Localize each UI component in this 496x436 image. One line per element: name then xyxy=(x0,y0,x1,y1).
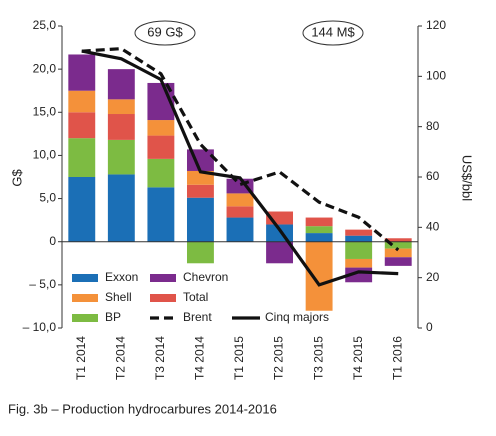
bar xyxy=(305,233,333,242)
legend-label: BP xyxy=(105,310,121,324)
x-tick-label: T2 2015 xyxy=(272,336,286,380)
bar xyxy=(147,135,175,159)
legend-swatch xyxy=(72,294,98,302)
bar xyxy=(147,158,175,188)
annotation-ellipse xyxy=(134,20,196,46)
y2-tick-label: 0 xyxy=(426,320,433,334)
annotation: 144 M$ xyxy=(311,24,355,39)
y-tick-label: 20,0 xyxy=(33,61,57,75)
x-tick-label: T3 2014 xyxy=(153,336,167,380)
bar xyxy=(345,229,373,236)
bar xyxy=(226,217,254,242)
legend-label: Cinq majors xyxy=(265,310,329,324)
bar xyxy=(68,90,96,113)
x-tick-label: T1 2014 xyxy=(74,336,88,380)
bar xyxy=(147,120,175,136)
y-tick-label: 5,0 xyxy=(39,191,56,205)
y-tick-label: 25,0 xyxy=(33,18,57,32)
legend-label: Shell xyxy=(105,290,132,304)
x-tick-label: T1 2015 xyxy=(232,336,246,380)
bar xyxy=(186,197,214,242)
y2-tick-label: 60 xyxy=(426,169,440,183)
bar xyxy=(68,54,96,91)
line xyxy=(81,47,400,252)
y2-tick-label: 80 xyxy=(426,119,440,133)
x-tick-label: T4 2014 xyxy=(193,336,207,380)
bar xyxy=(384,238,412,242)
bar xyxy=(384,248,412,258)
bar xyxy=(107,69,135,100)
y2-tick-label: 120 xyxy=(426,18,446,32)
bar xyxy=(345,258,373,268)
legend-label: Chevron xyxy=(183,270,228,284)
legend-label: Exxon xyxy=(105,270,138,284)
bar xyxy=(107,139,135,175)
legend-label: Brent xyxy=(183,310,212,324)
bar xyxy=(226,193,254,207)
bar xyxy=(68,112,96,139)
y2-tick-label: 100 xyxy=(426,69,446,83)
bar xyxy=(345,235,373,242)
bar xyxy=(384,257,412,266)
y2-tick-label: 20 xyxy=(426,270,440,284)
y2-tick-label: 40 xyxy=(426,220,440,234)
y-tick-label: – 5,0 xyxy=(29,277,56,291)
legend-swatch xyxy=(72,274,98,282)
y2-axis-label: US$/bbl xyxy=(460,155,475,201)
x-tick-label: T1 2016 xyxy=(390,336,404,380)
annotation-ellipse xyxy=(302,20,364,46)
bar xyxy=(107,99,135,115)
y-tick-label: 10,0 xyxy=(33,148,57,162)
x-tick-label: T2 2014 xyxy=(114,336,128,380)
legend-label: Total xyxy=(183,290,208,304)
bar xyxy=(305,241,333,311)
line xyxy=(81,49,399,287)
bar xyxy=(305,217,333,227)
x-tick-label: T4 2015 xyxy=(351,336,365,380)
y-tick-label: 0 xyxy=(49,234,56,248)
bar xyxy=(107,174,135,242)
y-axis-label: G$ xyxy=(9,169,24,187)
legend-swatch xyxy=(150,294,176,302)
caption: Fig. 3b – Production hydrocarbures 2014-… xyxy=(8,401,277,416)
bar xyxy=(186,184,214,198)
legend-swatch xyxy=(150,274,176,282)
bar xyxy=(305,226,333,234)
x-tick-label: T3 2015 xyxy=(311,336,325,380)
y-tick-label: – 10,0 xyxy=(23,320,57,334)
bar xyxy=(226,206,254,218)
bar xyxy=(384,241,412,249)
y-tick-label: 15,0 xyxy=(33,104,57,118)
bar xyxy=(345,241,373,259)
annotation: 69 G$ xyxy=(147,24,183,39)
bar xyxy=(147,187,175,242)
bar xyxy=(186,241,214,264)
bar xyxy=(68,138,96,177)
bar xyxy=(266,241,294,264)
bar xyxy=(107,114,135,140)
legend-swatch xyxy=(72,314,98,322)
bar xyxy=(68,177,96,242)
